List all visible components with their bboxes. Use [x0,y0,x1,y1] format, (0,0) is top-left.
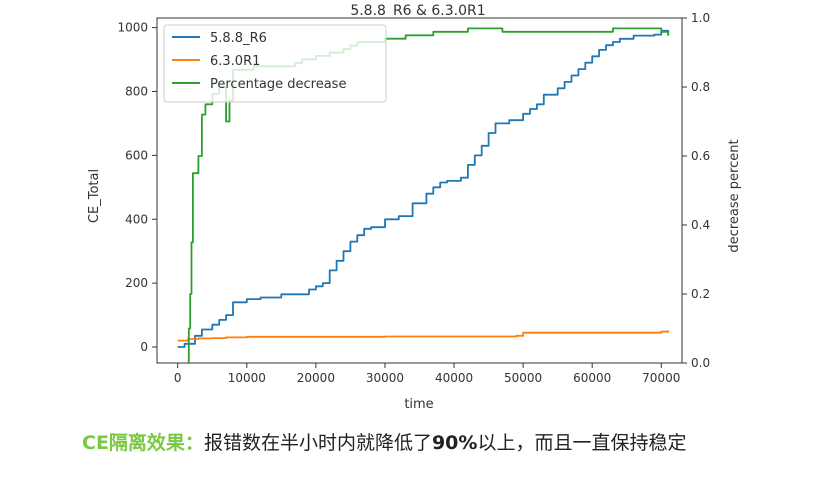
y-axis-right: 0.0 0.2 0.4 0.6 0.8 1.0 [682,11,710,370]
y-left-tick-label: 600 [125,148,148,162]
caption-text-1: 报错数在半小时内就降低了 [203,432,432,454]
caption-bold-value: 90% [431,432,478,454]
x-tick-label: 0 [174,371,182,385]
caption: CE隔离效果：报错数在半小时内就降低了90%以上，而且一直保持稳定 [82,428,686,455]
chart: 5.8.8_R6 & 6.3.0R1 0 10000 20000 30000 40000… [87,3,742,412]
x-axis-label: time [404,397,433,412]
x-tick-label: 30000 [366,371,404,385]
legend: 5.8.8_R6 6.3.0R1 Percentage decrease [163,24,387,103]
x-tick-label: 40000 [435,371,473,385]
y-right-tick-label: 0.0 [691,356,710,370]
y-left-tick-label: 400 [125,212,148,226]
series-line-0 [177,29,670,348]
caption-lead: CE隔离效果： [82,432,204,454]
y-right-tick-label: 1.0 [691,11,710,25]
x-tick-label: 70000 [642,371,680,385]
x-tick-label: 20000 [297,371,335,385]
x-axis: 0 10000 20000 30000 40000 50000 60000 70000 [174,363,680,385]
legend-label: Percentage decrease [210,77,346,92]
y-right-tick-label: 0.4 [691,218,710,232]
y-left-tick-label: 1000 [117,21,148,35]
y-right-tick-label: 0.8 [691,80,710,94]
y-axis-right-label: decrease percent [727,139,742,252]
y-axis-left: 0 200 400 600 800 1000 [117,21,157,354]
series-line-1 [177,330,670,342]
x-tick-label: 10000 [228,371,266,385]
y-axis-left-label: CE_Total [87,169,102,223]
caption-text-2: 以上，而且一直保持稳定 [477,432,687,454]
y-right-tick-label: 0.6 [691,149,710,163]
legend-label: 5.8.8_R6 [210,31,267,46]
y-right-tick-label: 0.2 [691,287,710,301]
y-left-tick-label: 0 [140,340,148,354]
x-tick-label: 50000 [504,371,542,385]
chart-title: 5.8.8_R6 & 6.3.0R1 [350,3,485,19]
legend-box [163,24,387,103]
y-left-tick-label: 800 [125,84,148,98]
legend-label: 6.3.0R1 [210,54,260,69]
y-left-tick-label: 200 [125,276,148,290]
x-tick-label: 60000 [573,371,611,385]
